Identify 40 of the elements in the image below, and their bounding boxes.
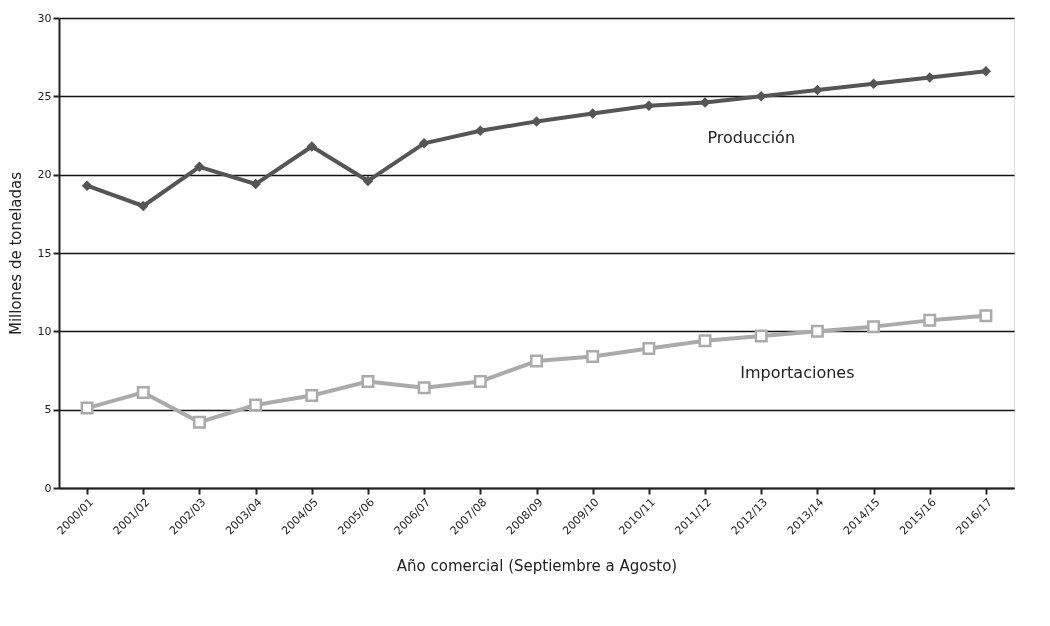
series-label: Importaciones: [740, 363, 855, 383]
point: [868, 78, 879, 90]
point: [530, 354, 543, 368]
y-tick-label: 15: [37, 246, 52, 260]
point: [194, 161, 205, 173]
point: [754, 329, 768, 343]
point: [810, 324, 824, 338]
y-tick-label: 25: [37, 89, 52, 103]
series-label: Producción: [707, 128, 796, 148]
y-tick-label: 5: [44, 403, 52, 417]
point: [305, 389, 319, 403]
point: [473, 374, 487, 388]
point: [250, 178, 261, 190]
y-tick-label: 30: [37, 11, 52, 25]
point: [306, 141, 318, 152]
y-tick-label: 20: [37, 168, 52, 182]
point: [192, 415, 206, 429]
y-tick-label: 10: [37, 324, 52, 338]
x-axis-title: Año comercial (Septiembre a Agosto): [396, 556, 678, 575]
point: [979, 309, 993, 323]
point: [531, 116, 542, 127]
point: [587, 108, 598, 119]
point: [812, 84, 823, 96]
point: [81, 180, 93, 191]
point: [475, 125, 486, 137]
point: [136, 385, 150, 399]
point: [418, 138, 430, 149]
y-tick-label: 0: [44, 481, 52, 495]
point: [138, 200, 149, 212]
point: [586, 349, 600, 363]
point: [80, 401, 94, 415]
point: [698, 334, 712, 348]
point: [417, 381, 431, 395]
point: [249, 398, 263, 412]
point: [867, 320, 881, 334]
point: [923, 313, 937, 327]
point: [642, 342, 656, 356]
point: [361, 374, 375, 388]
point: [362, 175, 374, 187]
y-axis-title: Millones de toneladas: [6, 171, 25, 336]
